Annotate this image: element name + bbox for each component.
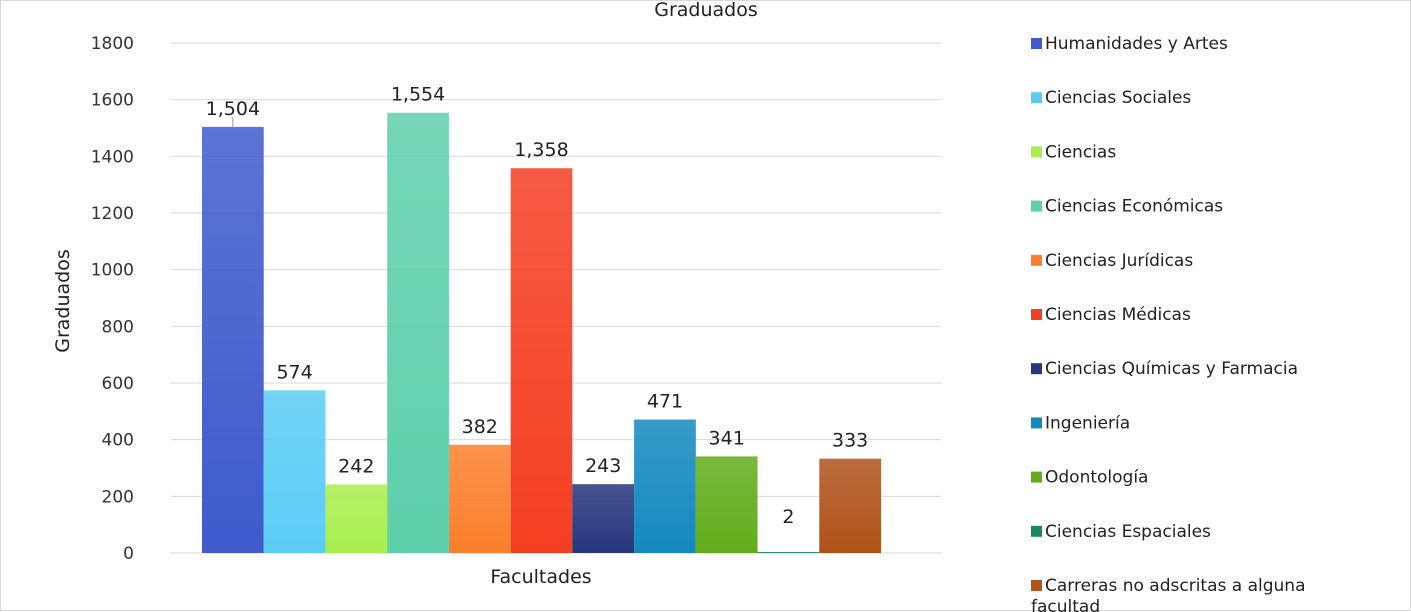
data-label: 1,554 (391, 84, 445, 106)
legend-label: Ciencias Espaciales (1045, 522, 1211, 542)
bars (202, 112, 881, 553)
legend-label: Ciencias (1045, 142, 1116, 162)
data-label: 1,504 (206, 98, 260, 120)
legend-swatch (1031, 580, 1042, 591)
chart-title: Graduados (654, 1, 758, 21)
data-label: 574 (276, 361, 312, 383)
data-label: 1,358 (514, 139, 568, 161)
legend-swatch (1031, 417, 1042, 429)
legend-label: Ciencias Médicas (1045, 305, 1191, 325)
x-axis-title: Facultades (490, 566, 591, 588)
legend-swatch (1031, 200, 1042, 212)
y-tick-label: 1200 (91, 204, 134, 224)
bar (819, 458, 881, 553)
legend-label: Ciencias Químicas y Farmacia (1045, 359, 1298, 379)
y-tick-label: 800 (102, 317, 134, 337)
y-axis-title: Graduados (52, 249, 74, 353)
y-tick-label: 600 (102, 374, 134, 394)
bar (263, 390, 326, 553)
data-label: 382 (462, 416, 498, 438)
legend-swatch (1031, 92, 1042, 104)
bar (695, 456, 758, 553)
data-label: 333 (832, 430, 868, 452)
data-label: 2 (782, 506, 794, 528)
y-tick-label: 400 (102, 431, 134, 451)
legend-label: Carreras no adscritas a alguna facultad (1031, 576, 1306, 612)
legend-label: Humanidades y Artes (1045, 34, 1228, 54)
y-tick-label: 0 (123, 544, 134, 564)
bar (572, 484, 635, 553)
legend-label: Odontología (1045, 468, 1148, 488)
legend-swatch (1031, 309, 1042, 320)
data-label: 242 (338, 455, 374, 477)
bar (325, 484, 388, 553)
legend-swatch (1031, 363, 1042, 375)
legend-swatch (1031, 38, 1042, 49)
legend-label: Ingeniería (1045, 413, 1130, 433)
y-tick-label: 1600 (91, 91, 134, 111)
bar (757, 552, 820, 553)
bar (448, 444, 511, 553)
legend-label: Ciencias Jurídicas (1045, 251, 1193, 271)
y-axis-ticks: 0 200 400 600 800 1000 1200 1400 1600 1800 (91, 34, 134, 564)
legend-swatch (1031, 146, 1042, 158)
y-tick-label: 1800 (91, 34, 134, 54)
bar (510, 168, 573, 553)
data-label: 243 (585, 455, 621, 477)
bar (387, 112, 449, 553)
y-tick-label: 200 (102, 487, 134, 507)
data-label: 471 (647, 391, 683, 413)
legend: Humanidades y Artes Ciencias Sociales Cien… (1031, 34, 1306, 612)
bar (634, 419, 696, 553)
legend-swatch (1031, 525, 1042, 537)
data-label: 341 (709, 427, 745, 449)
legend-swatch (1031, 471, 1042, 483)
y-tick-label: 1000 (91, 261, 134, 281)
legend-swatch (1031, 254, 1042, 266)
y-tick-label: 1400 (91, 147, 134, 167)
bar (202, 126, 264, 553)
data-labels: 1,504 574 242 1,554 382 1,358 243 471 341 2 333 (206, 84, 869, 528)
legend-label: Ciencias Económicas (1045, 197, 1223, 217)
legend-label: Ciencias Sociales (1045, 88, 1191, 108)
